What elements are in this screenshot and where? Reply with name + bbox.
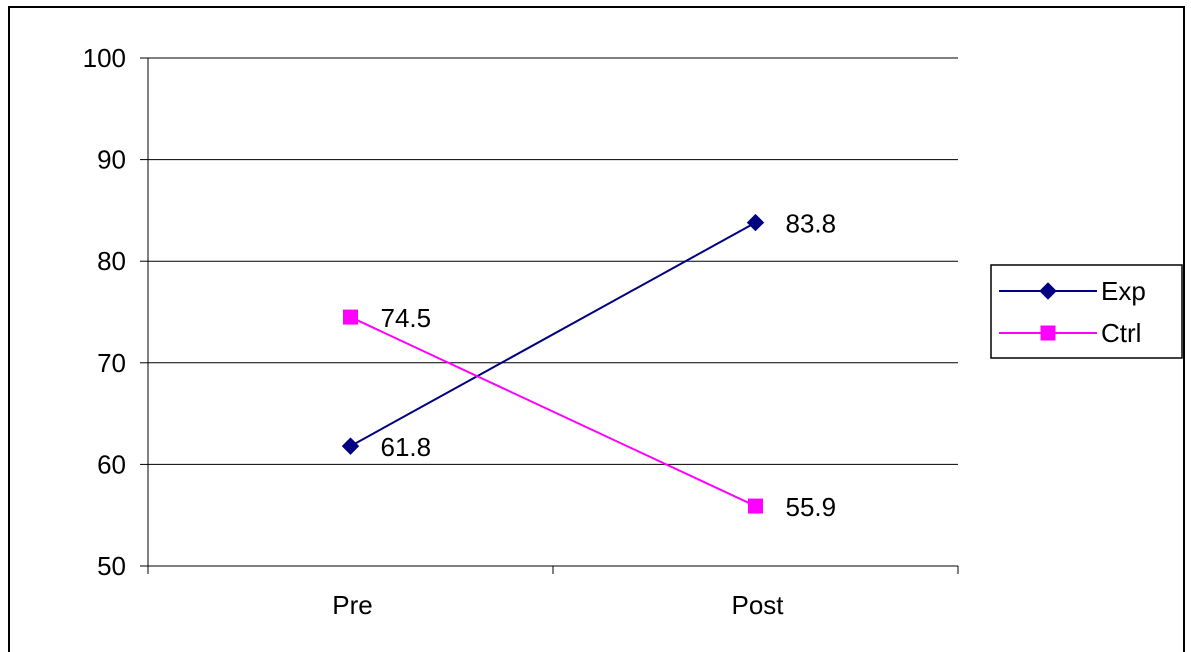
y-tick-label: 50 (97, 551, 126, 581)
legend-box (990, 264, 1183, 359)
y-tick-label: 70 (97, 348, 126, 378)
series-line-exp (350, 221, 756, 447)
chart-frame (8, 6, 1185, 652)
legend-marker-exp (1039, 282, 1057, 300)
legend-label-ctrl: Ctrl (1101, 318, 1141, 348)
data-point-ctrl (343, 309, 358, 325)
x-tick-label: Pre (332, 590, 372, 620)
data-point-ctrl (748, 498, 763, 514)
series-line-ctrl (350, 316, 756, 507)
legend-label-exp: Exp (1101, 276, 1146, 306)
y-tick-label: 80 (97, 246, 126, 276)
axis-layer: 50 60 70 80 90 100 Pre Post (83, 43, 959, 620)
data-label-layer: 61.8 83.8 74.5 55.9 (381, 209, 837, 522)
legend-marker-ctrl (1040, 325, 1056, 341)
y-tick-label: 100 (83, 43, 126, 73)
y-tick-label: 60 (97, 449, 126, 479)
legend: Exp Ctrl (990, 264, 1183, 359)
data-point-exp (746, 213, 765, 232)
series-layer (341, 213, 765, 514)
grid-layer (148, 57, 958, 465)
data-label-exp: 83.8 (786, 209, 837, 239)
data-point-exp (341, 437, 360, 455)
data-label-ctrl: 74.5 (381, 303, 432, 333)
data-label-exp: 61.8 (381, 432, 432, 462)
x-tick-label: Post (731, 590, 784, 620)
data-label-ctrl: 55.9 (786, 492, 837, 522)
y-tick-label: 90 (97, 145, 126, 175)
